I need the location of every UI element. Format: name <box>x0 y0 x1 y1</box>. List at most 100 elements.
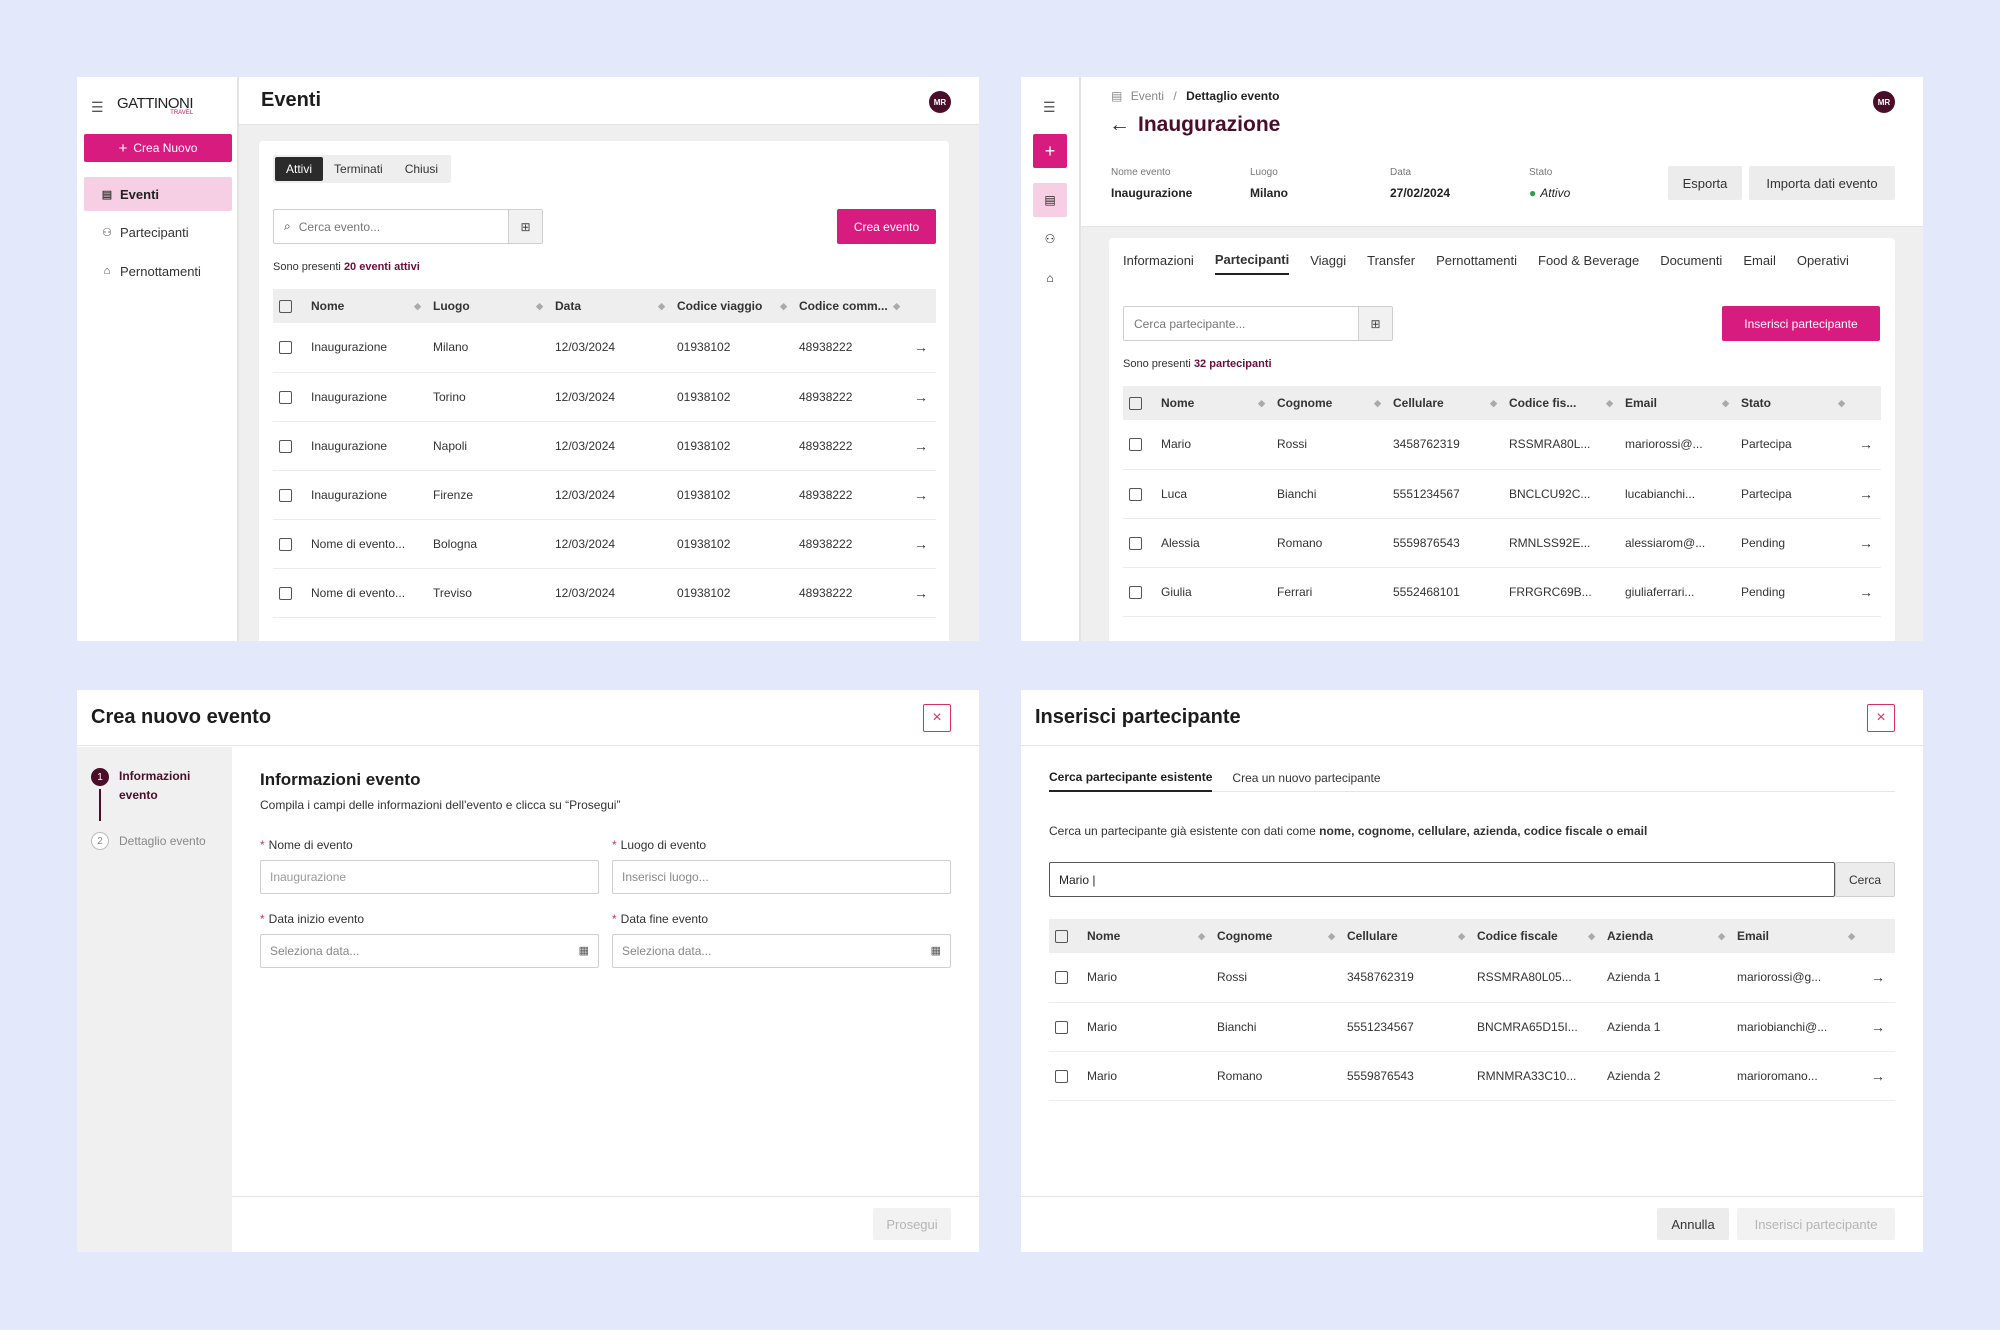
column-header[interactable]: Stato ◆ <box>1735 386 1851 420</box>
row-checkbox[interactable] <box>279 439 292 453</box>
tab-3[interactable]: Transfer <box>1367 252 1416 268</box>
row-checkbox[interactable] <box>279 537 292 551</box>
event-search-input[interactable]: ⌕ Cerca evento... ⊞ <box>273 209 543 244</box>
arrow-right-icon[interactable]: → <box>914 388 928 405</box>
column-header[interactable]: Cellulare ◆ <box>1341 919 1471 953</box>
arrow-right-icon[interactable]: → <box>1859 436 1873 453</box>
table-row[interactable]: Alessia Romano 5559876543 RMNLSS92E... aless… <box>1123 518 1881 568</box>
column-header[interactable]: Cognome ◆ <box>1211 919 1341 953</box>
segment-chiusi[interactable]: Chiusi <box>404 162 439 176</box>
step-1-label[interactable]: Informazioni evento <box>119 769 191 802</box>
row-checkbox[interactable] <box>1129 536 1142 550</box>
column-header[interactable]: Codice fiscale ◆ <box>1471 919 1601 953</box>
table-row[interactable]: Mario Rossi 3458762319 RSSMRA80L05... Aziend… <box>1049 953 1895 1003</box>
column-header[interactable]: Codice fis... ◆ <box>1503 386 1619 420</box>
menu-icon[interactable]: ☰ <box>1043 99 1056 115</box>
table-row[interactable]: Luca Bianchi 5551234567 BNCLCU92C... lucabia… <box>1123 469 1881 519</box>
column-header[interactable]: Data ◆ <box>549 289 671 323</box>
event-name-input[interactable]: Inaugurazione <box>260 860 599 894</box>
column-header[interactable]: Email ◆ <box>1731 919 1861 953</box>
row-checkbox[interactable] <box>279 586 292 600</box>
arrow-right-icon[interactable]: → <box>914 486 928 503</box>
table-row[interactable]: Inaugurazione Milano 12/03/2024 01938102 489… <box>273 323 936 373</box>
close-button[interactable]: × <box>923 704 951 732</box>
row-checkbox[interactable] <box>1129 585 1142 599</box>
arrow-right-icon[interactable]: → <box>1871 1067 1885 1084</box>
row-checkbox[interactable] <box>279 488 292 502</box>
arrow-right-icon[interactable]: → <box>914 535 928 552</box>
start-date-input[interactable]: Seleziona data... ▦ <box>260 934 599 968</box>
table-row[interactable]: Inaugurazione Firenze 12/03/2024 01938102 48… <box>273 470 936 520</box>
select-all-checkbox[interactable] <box>1129 397 1142 411</box>
column-header[interactable]: Luogo ◆ <box>427 289 549 323</box>
avatar[interactable]: MR <box>929 91 951 113</box>
segment-terminati[interactable]: Terminati <box>334 162 383 176</box>
search-button[interactable]: Cerca <box>1835 862 1895 897</box>
menu-icon[interactable]: ☰ <box>91 99 104 115</box>
row-checkbox[interactable] <box>1129 438 1142 452</box>
cancel-button[interactable]: Annulla <box>1657 1208 1729 1240</box>
close-button[interactable]: × <box>1867 704 1895 732</box>
step-2-label[interactable]: Dettaglio evento <box>119 834 206 848</box>
participant-search-input[interactable]: Mario | <box>1049 862 1835 897</box>
select-all-checkbox[interactable] <box>1055 930 1068 944</box>
sidebar-item-eventi[interactable]: ▤ <box>1033 183 1067 217</box>
sidebar-item-partecipanti[interactable]: ⚇ Partecipanti <box>84 215 232 249</box>
sidebar-item-partecipanti[interactable]: ⚇ <box>1033 222 1067 256</box>
create-event-button[interactable]: Crea evento <box>837 209 936 244</box>
table-row[interactable]: Mario Rossi 3458762319 RSSMRA80L... marioros… <box>1123 420 1881 470</box>
arrow-right-icon[interactable]: → <box>1859 534 1873 551</box>
arrow-right-icon[interactable]: → <box>1859 485 1873 502</box>
column-header[interactable]: Nome ◆ <box>305 289 427 323</box>
row-checkbox[interactable] <box>1129 487 1142 501</box>
insert-participant-button[interactable]: Inserisci partecipante <box>1722 306 1880 341</box>
column-header[interactable]: Codice comm... ◆ <box>793 289 906 323</box>
tab-1[interactable]: Partecipanti <box>1214 245 1290 275</box>
import-event-data-button[interactable]: Importa dati evento <box>1749 166 1895 200</box>
table-row[interactable]: Nome di evento... Treviso 12/03/2024 019381… <box>273 568 936 618</box>
tab-7[interactable]: Email <box>1743 252 1776 268</box>
insert-participant-button[interactable]: Inserisci partecipante <box>1737 1208 1895 1240</box>
table-row[interactable]: Mario Bianchi 5551234567 BNCMRA65D15I... Azi… <box>1049 1002 1895 1052</box>
arrow-right-icon[interactable]: → <box>1871 1018 1885 1035</box>
event-location-input[interactable]: Inserisci luogo... <box>612 860 951 894</box>
table-row[interactable]: Nome di evento... Bologna 12/03/2024 019381… <box>273 519 936 569</box>
export-button[interactable]: Esporta <box>1668 166 1742 200</box>
tab-new-participant[interactable]: Crea un nuovo partecipante <box>1232 771 1381 785</box>
tab-8[interactable]: Operativi <box>1796 252 1849 268</box>
participant-search-input[interactable]: Cerca partecipante... ⊞ <box>1123 306 1393 341</box>
column-header[interactable]: Codice viaggio ◆ <box>671 289 793 323</box>
column-header[interactable]: Nome ◆ <box>1081 919 1211 953</box>
breadcrumb-eventi[interactable]: Eventi <box>1130 89 1165 103</box>
table-row[interactable]: Mario Romano 5559876543 RMNMRA33C10... Azien… <box>1049 1051 1895 1101</box>
row-checkbox[interactable] <box>1055 971 1068 985</box>
arrow-right-icon[interactable]: → <box>914 339 928 356</box>
back-arrow-icon[interactable]: ← <box>1109 113 1130 136</box>
select-all-checkbox[interactable] <box>279 300 292 314</box>
arrow-right-icon[interactable]: → <box>914 437 928 454</box>
create-new-button[interactable]: + <box>1033 134 1067 168</box>
table-row[interactable]: Inaugurazione Napoli 12/03/2024 01938102 489… <box>273 421 936 471</box>
sidebar-item-eventi[interactable]: ▤ Eventi <box>84 177 232 211</box>
table-row[interactable]: Giulia Ferrari 5552468101 FRRGRC69B... giuli… <box>1123 567 1881 617</box>
table-row[interactable]: Inaugurazione Torino 12/03/2024 01938102 489… <box>273 372 936 422</box>
segment-attivi[interactable]: Attivi <box>275 157 324 181</box>
row-checkbox[interactable] <box>279 390 292 404</box>
tab-5[interactable]: Food & Beverage <box>1538 252 1640 268</box>
arrow-right-icon[interactable]: → <box>1859 583 1873 600</box>
sidebar-item-pernottamenti[interactable]: ⌂ <box>1033 261 1067 295</box>
tab-4[interactable]: Pernottamenti <box>1436 252 1517 268</box>
avatar[interactable]: MR <box>1873 91 1895 113</box>
tab-6[interactable]: Documenti <box>1660 252 1723 268</box>
column-header[interactable]: Email ◆ <box>1619 386 1735 420</box>
sidebar-item-pernottamenti[interactable]: ⌂ Pernottamenti <box>84 254 232 288</box>
row-checkbox[interactable] <box>1055 1020 1068 1034</box>
filter-button[interactable]: ⊞ <box>508 210 542 243</box>
column-header[interactable]: Cognome ◆ <box>1271 386 1387 420</box>
create-new-button[interactable]: + Crea Nuovo <box>84 134 232 162</box>
tab-0[interactable]: Informazioni <box>1123 252 1194 268</box>
row-checkbox[interactable] <box>279 341 292 355</box>
column-header[interactable]: Cellulare ◆ <box>1387 386 1503 420</box>
arrow-right-icon[interactable]: → <box>914 584 928 601</box>
column-header[interactable]: Azienda ◆ <box>1601 919 1731 953</box>
